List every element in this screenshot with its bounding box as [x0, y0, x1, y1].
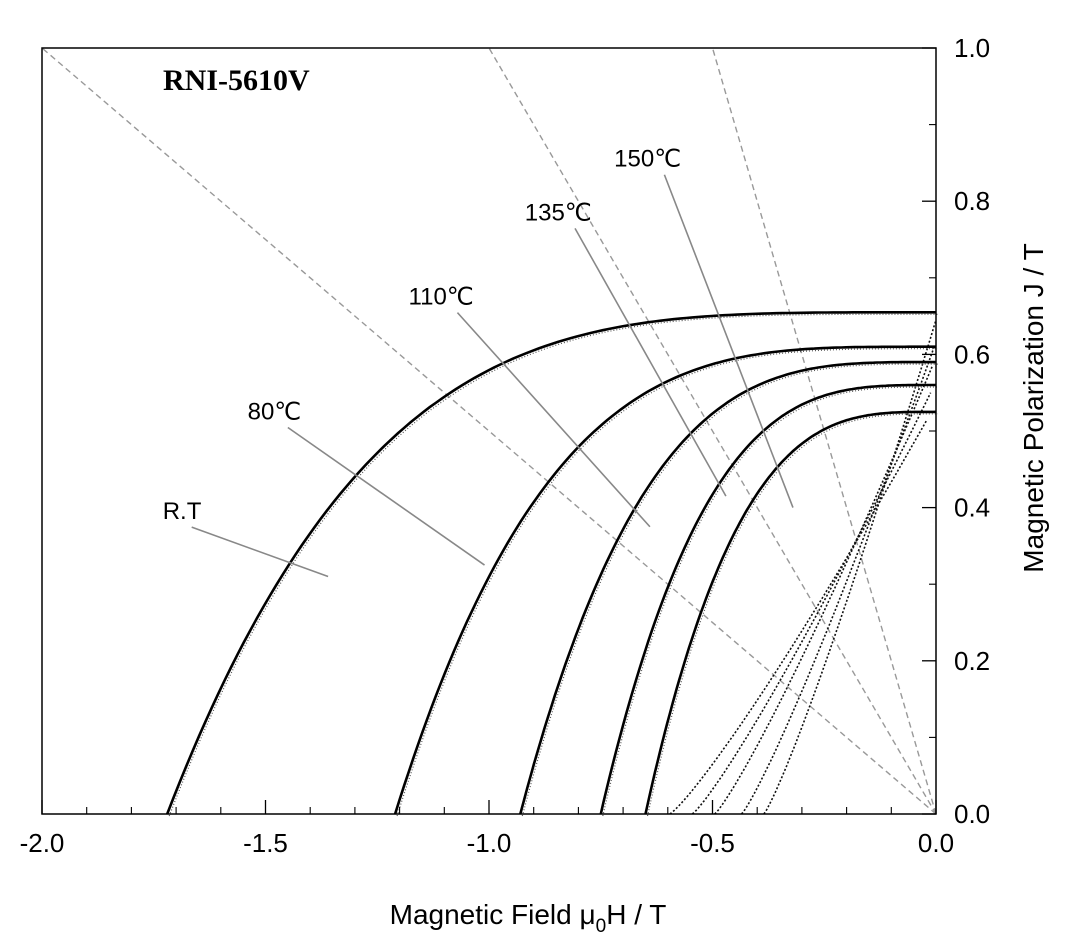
y-tick-label: 1.0: [954, 33, 990, 63]
demag-curve-line: [393, 345, 936, 815]
label-leaders: R.T 80℃ 110℃ 135℃ 150℃: [163, 146, 794, 578]
demag-curve-line: [165, 310, 936, 815]
y-tick-label: 0.6: [954, 339, 990, 369]
demag-curve-line: [519, 360, 936, 815]
x-tick-label: -2.0: [20, 828, 65, 858]
leader-line: [574, 227, 727, 497]
series-label: 80℃: [248, 399, 302, 426]
permeance-line: [41, 47, 937, 815]
permeance-line: [488, 47, 937, 815]
leader-line: [663, 174, 794, 508]
y-tick-label: 0.0: [954, 799, 990, 829]
recoil-line: [740, 346, 935, 814]
leader-line: [191, 526, 329, 578]
leader-line: [287, 426, 485, 566]
x-axis-label: Magnetic Field μ0H / T: [390, 899, 667, 937]
y-tick-label: 0.8: [954, 186, 990, 216]
permeance-line: [711, 47, 937, 815]
recoil-lines: [669, 319, 936, 814]
demag-curve-measured: [396, 348, 938, 817]
y-tick-label: 0.2: [954, 646, 990, 676]
recoil-line: [714, 365, 934, 814]
demag-curve-line: [599, 383, 936, 815]
series-label: 110℃: [409, 284, 474, 311]
x-tick-label: -1.0: [467, 828, 512, 858]
demag-curves: [165, 310, 939, 817]
demag-curve-line: [644, 410, 937, 815]
y-axis-label: Magnetic Polarization J / T: [1018, 243, 1049, 572]
series-label: 135℃: [525, 199, 592, 226]
x-tick-label: -1.5: [243, 828, 288, 858]
demag-curve-measured: [168, 313, 938, 817]
x-tick-label: -0.5: [690, 828, 735, 858]
demag-curve-measured: [602, 386, 938, 817]
y-tick-label: 0.4: [954, 493, 990, 523]
demag-curve-measured: [521, 363, 938, 817]
series-label: 150℃: [614, 146, 681, 173]
x-tick-label: 0.0: [918, 828, 954, 858]
axis-ticks: -2.0 -1.5 -1.0 -0.5 0.00.0 0.2 0.4 0.6 0.8 1.0: [20, 33, 991, 858]
recoil-line: [763, 319, 936, 814]
demag-curve-measured: [646, 413, 939, 817]
chart-title: RNI-5610V: [163, 64, 310, 97]
recoil-line: [691, 392, 932, 814]
leader-line: [456, 312, 651, 528]
series-label: R.T: [163, 498, 202, 525]
recoil-line: [669, 419, 928, 814]
permeance-lines: Pc=0.5Pc=1.0Pc=2.0: [41, 47, 937, 815]
